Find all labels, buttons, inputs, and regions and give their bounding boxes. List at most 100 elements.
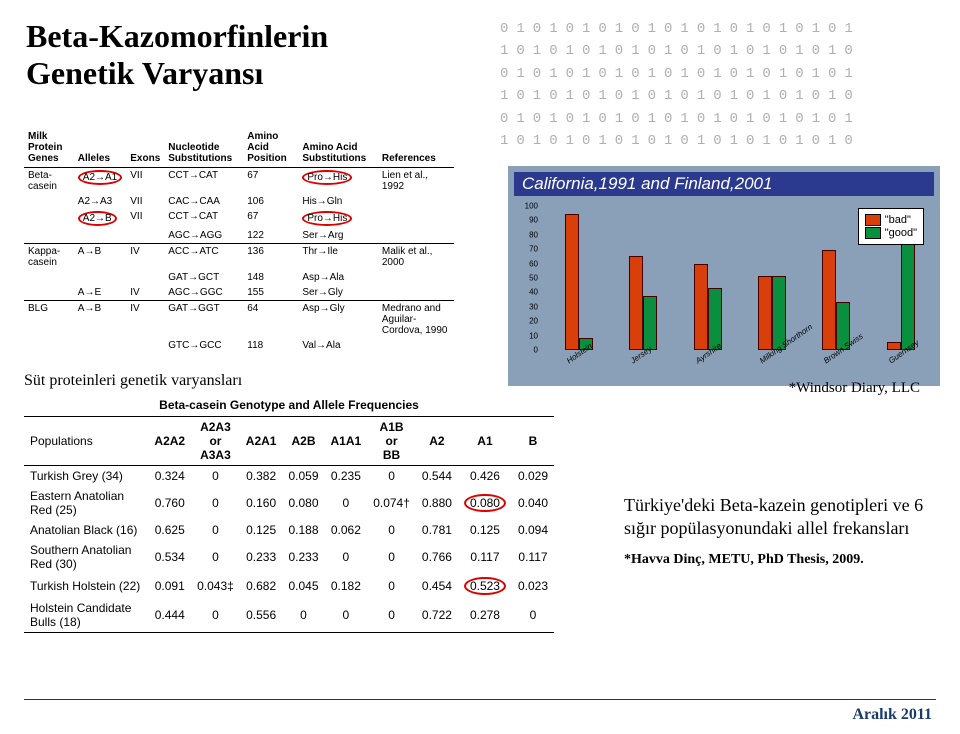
freq-cell: 0 — [367, 574, 416, 598]
table-row: A2→A3VIICAC→CAA106His→Gln — [24, 194, 454, 209]
col-header: Milk Protein Genes — [24, 128, 74, 168]
bar-bad — [694, 264, 708, 350]
cell: A2→B — [74, 209, 126, 228]
cell — [24, 209, 74, 228]
freq-cell: 0.454 — [416, 574, 458, 598]
table-row: Eastern Anatolian Red (25)0.76000.1600.0… — [24, 486, 554, 520]
col-header: Amino Acid Substitutions — [298, 128, 378, 168]
highlight-circle: 0.523 — [464, 577, 506, 595]
table-row: Anatolian Black (16)0.62500.1250.1880.06… — [24, 520, 554, 540]
cell: AGC→GGC — [164, 285, 243, 301]
cell: Thr→Ile — [298, 244, 378, 271]
cell — [378, 270, 454, 285]
population-cell: Turkish Grey (34) — [24, 466, 148, 487]
side-line1: Türkiye'deki Beta-kazein genotipleri — [624, 495, 888, 515]
swatch-bad — [865, 214, 881, 226]
cell — [74, 270, 126, 285]
cell: A→B — [74, 244, 126, 271]
freq-cell: 0.080 — [458, 486, 512, 520]
freq-cell: 0.760 — [148, 486, 191, 520]
freq-cell: 0.233 — [282, 540, 324, 574]
cell: Pro→His — [298, 168, 378, 195]
freq-cell: 0.125 — [240, 520, 283, 540]
freq-cell: 0.125 — [458, 520, 512, 540]
y-tick: 50 — [529, 274, 538, 283]
freq-cell: 0.059 — [282, 466, 324, 487]
freq-cell: 0.324 — [148, 466, 191, 487]
cell: GAT→GCT — [164, 270, 243, 285]
freq-cell: 0.023 — [512, 574, 554, 598]
table-row: Beta-caseinA2→A1VIICCT→CAT67Pro→HisLien … — [24, 168, 454, 195]
freq-cell: 0.091 — [148, 574, 191, 598]
cell — [126, 338, 164, 353]
cell: GTC→GCC — [164, 338, 243, 353]
table-row: BLGA→BIVGAT→GGT64Asp→GlyMedrano and Agui… — [24, 301, 454, 339]
cell: CAC→CAA — [164, 194, 243, 209]
freq-cell: 0.160 — [240, 486, 283, 520]
freq-cell: 0.117 — [458, 540, 512, 574]
cell: GAT→GGT — [164, 301, 243, 339]
freq-cell: 0.045 — [282, 574, 324, 598]
col-header: A1A1 — [325, 417, 368, 466]
freq-cell: 0 — [325, 598, 368, 633]
freq-cell: 0 — [191, 520, 240, 540]
cell — [24, 285, 74, 301]
highlight-circle: A2→A1 — [78, 170, 122, 185]
freq-cell: 0.062 — [325, 520, 368, 540]
footer-date: Aralık 2011 — [852, 706, 932, 724]
y-tick: 100 — [525, 202, 538, 211]
cell: Medrano and Aguilar-Cordova, 1990 — [378, 301, 454, 339]
cell: 148 — [243, 270, 298, 285]
decorative-binary-bg: 0101010101010101010101101010101010101010… — [500, 18, 960, 178]
table-row: Turkish Holstein (22)0.0910.043‡0.6820.0… — [24, 574, 554, 598]
cell — [378, 285, 454, 301]
cell: 64 — [243, 301, 298, 339]
y-tick: 0 — [534, 346, 538, 355]
cell: 155 — [243, 285, 298, 301]
col-header: A2A2 — [148, 417, 191, 466]
cell: Ser→Gly — [298, 285, 378, 301]
frequencies-table: Beta-casein Genotype and Allele Frequenc… — [24, 398, 554, 633]
cell: VII — [126, 168, 164, 195]
cell: A→B — [74, 301, 126, 339]
freq-cell: 0.040 — [512, 486, 554, 520]
cell: AGC→AGG — [164, 228, 243, 244]
freq-cell: 0.074† — [367, 486, 416, 520]
freq-cell: 0 — [367, 540, 416, 574]
substitutions-table: Milk Protein GenesAllelesExonsNucleotide… — [24, 128, 454, 353]
cell — [378, 338, 454, 353]
cell: 118 — [243, 338, 298, 353]
cell — [378, 209, 454, 228]
cell: A2→A1 — [74, 168, 126, 195]
table-row: Kappa-caseinA→BIVACC→ATC136Thr→IleMalik … — [24, 244, 454, 271]
cell — [24, 338, 74, 353]
freq-cell: 0 — [325, 540, 368, 574]
freq-cell: 0 — [191, 540, 240, 574]
bar-bad — [565, 214, 579, 350]
title-line2: Genetik Varyansı — [26, 55, 263, 91]
cell: BLG — [24, 301, 74, 339]
freq-cell: 0.444 — [148, 598, 191, 633]
col-header: References — [378, 128, 454, 168]
x-axis: HolsteinJerseyAyrshireMilking ShorthornB… — [542, 352, 928, 380]
freq-caption: Beta-casein Genotype and Allele Frequenc… — [24, 398, 554, 416]
freq-cell: 0.682 — [240, 574, 283, 598]
cell: Ser→Arg — [298, 228, 378, 244]
freq-cell: 0.043‡ — [191, 574, 240, 598]
highlight-circle: 0.080 — [464, 494, 506, 512]
cell — [126, 270, 164, 285]
population-cell: Turkish Holstein (22) — [24, 574, 148, 598]
bar-bad — [822, 250, 836, 350]
bar-good — [643, 296, 657, 350]
freq-cell: 0.117 — [512, 540, 554, 574]
freq-cell: 0.625 — [148, 520, 191, 540]
side-line3: frekansları — [832, 518, 909, 538]
freq-cell: 0 — [367, 520, 416, 540]
col-header: A1BorBB — [367, 417, 416, 466]
table-row: AGC→AGG122Ser→Arg — [24, 228, 454, 244]
cell: ACC→ATC — [164, 244, 243, 271]
cell: Asp→Ala — [298, 270, 378, 285]
cell — [378, 194, 454, 209]
freq-cell: 0.781 — [416, 520, 458, 540]
side-citation: *Havva Dinç, METU, PhD Thesis, 2009. — [624, 551, 924, 569]
